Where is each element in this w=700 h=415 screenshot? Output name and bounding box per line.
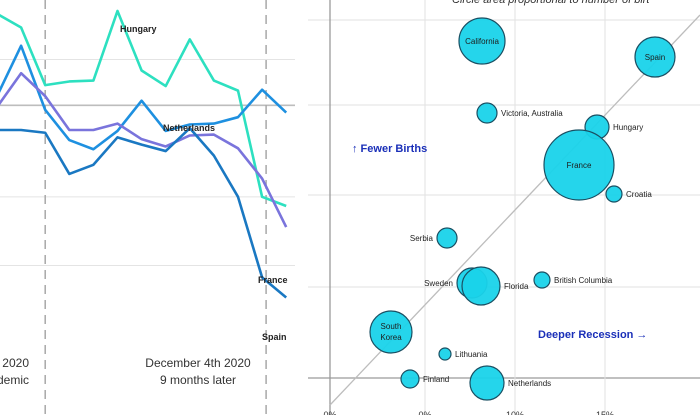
series-label-france: France	[258, 275, 288, 285]
annotation-fewer-births: ↑ Fewer Births	[352, 143, 427, 155]
bubble-south-korea	[369, 310, 413, 354]
bubble-serbia	[436, 227, 458, 249]
bubble-label-victoria-australia: Victoria, Australia	[501, 109, 563, 118]
date-sublabel-start: demic	[0, 373, 29, 387]
bubble-label-finland: Finland	[423, 375, 449, 384]
date-label-end: December 4th 2020	[145, 356, 251, 370]
bubble-label-florida: Florida	[504, 282, 529, 291]
bubble-label-hungary: Hungary	[613, 123, 643, 132]
bubble-label-serbia: Serbia	[410, 234, 434, 243]
bubble-scatter-chart: Circle area proportional to number of bi…	[308, 0, 700, 415]
x-tick-label: 0%	[418, 410, 431, 415]
bubble-florida	[461, 266, 501, 306]
bubble-label-south-korea-2: Korea	[380, 333, 402, 342]
bubble-label-spain: Spain	[645, 53, 665, 62]
bubble-label-british-columbia: British Columbia	[554, 276, 613, 285]
bubble-label-south-korea: South	[381, 322, 402, 331]
bubble-label-croatia: Croatia	[626, 190, 652, 199]
series-label-netherlands: Netherlands	[163, 123, 215, 133]
bubble-finland	[400, 369, 420, 389]
x-tick-label: 15%	[596, 410, 614, 415]
bubble-label-california: California	[465, 37, 499, 46]
bubble-croatia	[605, 185, 623, 203]
series-line-france	[0, 71, 288, 228]
annotation-deeper-recession: Deeper Recession →	[538, 329, 647, 341]
bubble-france	[543, 129, 615, 201]
series-label-spain: Spain	[262, 332, 287, 342]
panel-divider	[295, 0, 300, 415]
bubble-label-france: France	[567, 161, 592, 170]
bubble-california	[458, 17, 506, 65]
date-label-start: 2020	[2, 356, 29, 370]
bubble-victoria-australia	[476, 102, 498, 124]
bubble-british-columbia	[533, 271, 551, 289]
bubble-label-lithuania: Lithuania	[455, 350, 488, 359]
bubble-label-sweden: Sweden	[424, 279, 453, 288]
date-sublabel-end: 9 months later	[160, 373, 236, 387]
line-chart: Hungary Netherlands France Spain 2020 demic De…	[0, 0, 295, 415]
bubble-label-netherlands: Netherlands	[508, 379, 551, 388]
bubble-lithuania	[438, 347, 452, 361]
chart-subtitle: Circle area proportional to number of bi…	[452, 0, 650, 6]
series-line-hungary	[0, 9, 287, 208]
series-line-spain	[0, 126, 288, 299]
bubble-netherlands	[469, 365, 505, 401]
x-tick-label: 10%	[506, 410, 524, 415]
series-label-hungary: Hungary	[120, 24, 157, 34]
bubble-spain	[634, 36, 676, 78]
x-tick-label: 0%	[323, 410, 336, 415]
series-line-netherlands	[0, 44, 288, 151]
